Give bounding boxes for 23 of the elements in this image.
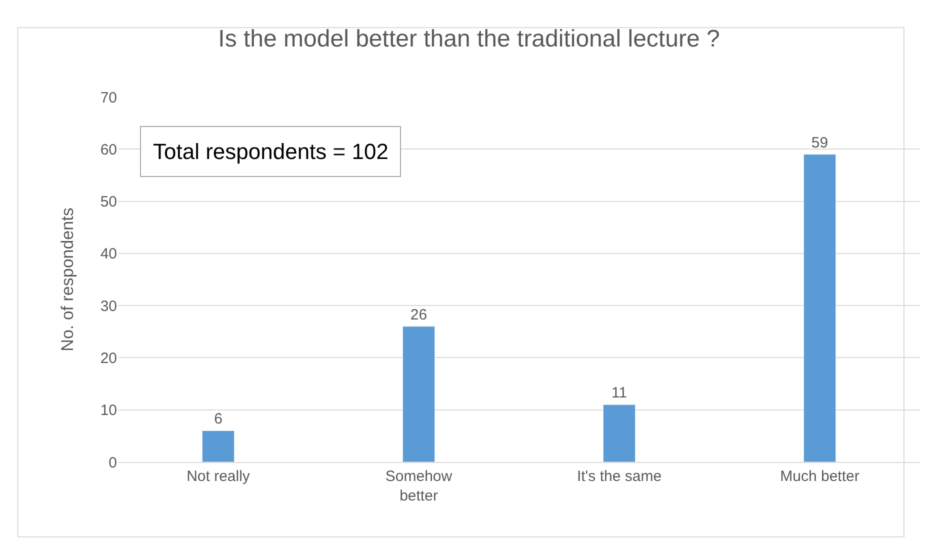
annotation: Total respondents = 102	[153, 139, 388, 164]
data-label: 26	[410, 306, 428, 324]
x-tick-label: Somehow better	[385, 468, 452, 504]
y-tick-label: 10	[100, 402, 117, 420]
data-label: 11	[611, 384, 628, 402]
x-tick-label: Not really	[186, 468, 250, 485]
x-tick-label: Much better	[780, 468, 860, 485]
x-tick-label: It's the same	[576, 468, 662, 485]
chart-title: Is the model better than the traditional lecture ?	[218, 25, 720, 52]
bar	[402, 326, 436, 462]
y-tick-label: 50	[100, 194, 117, 211]
data-label: 59	[811, 134, 828, 152]
y-tick-label: 60	[100, 141, 117, 158]
y-tick-label: 20	[100, 350, 117, 367]
y-tick-label: 0	[108, 454, 117, 472]
bar	[202, 430, 235, 462]
bar	[602, 404, 636, 462]
y-tick-label: 40	[100, 246, 117, 263]
y-tick-label: 70	[100, 89, 117, 106]
bar	[803, 154, 836, 462]
y-axis-title: No. of respondents	[58, 208, 77, 352]
y-tick-label: 30	[100, 298, 117, 315]
data-label: 6	[214, 410, 222, 428]
